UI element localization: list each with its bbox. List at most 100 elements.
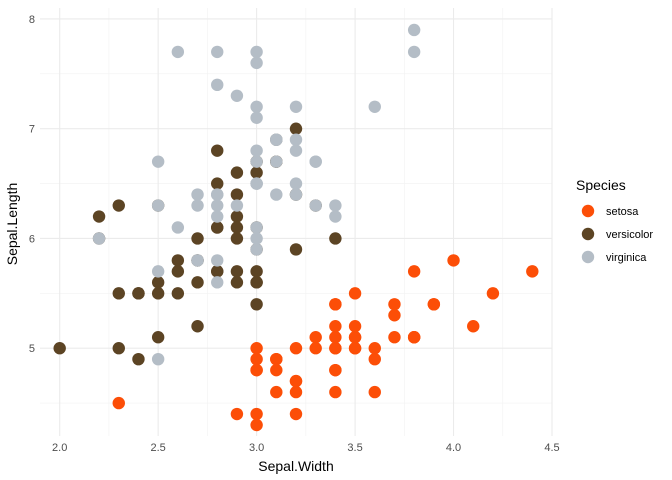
data-point-virginica (270, 133, 283, 146)
data-point-versicolor (289, 243, 303, 256)
data-point-setosa (329, 363, 342, 377)
data-point-virginica (270, 155, 283, 168)
data-point-setosa (348, 342, 362, 355)
data-point-virginica (250, 221, 263, 234)
data-point-setosa (348, 320, 362, 333)
data-point-virginica (151, 155, 165, 168)
data-point-setosa (250, 363, 263, 377)
data-point-virginica (92, 232, 106, 245)
data-point-setosa (329, 331, 342, 344)
legend-title: Species (576, 177, 626, 193)
data-point-virginica (211, 188, 224, 201)
data-point-versicolor (230, 265, 244, 278)
data-point-versicolor (250, 166, 263, 179)
data-point-virginica (211, 78, 224, 92)
data-point-virginica (329, 199, 342, 212)
data-point-setosa (289, 342, 303, 355)
data-point-versicolor (132, 287, 145, 300)
data-point-setosa (329, 298, 342, 311)
data-point-versicolor (211, 265, 224, 278)
data-point-setosa (270, 385, 283, 399)
data-point-virginica (329, 210, 342, 223)
data-points (53, 23, 539, 432)
data-point-virginica (191, 254, 204, 267)
y-tick-label: 6 (29, 233, 35, 245)
data-point-setosa (230, 407, 244, 421)
data-point-virginica (171, 221, 185, 234)
data-point-virginica (289, 177, 303, 190)
legend: Species setosa versicolor virginica (576, 177, 653, 264)
data-point-setosa (388, 309, 401, 322)
data-point-versicolor (151, 287, 165, 300)
data-point-virginica (407, 23, 421, 37)
data-point-versicolor (112, 199, 125, 212)
data-point-virginica (289, 144, 303, 157)
legend-items: setosa versicolor virginica (581, 204, 653, 264)
data-point-virginica (151, 352, 165, 366)
data-point-versicolor (191, 320, 204, 333)
data-point-versicolor (230, 210, 244, 223)
data-point-virginica (250, 155, 263, 168)
data-point-setosa (486, 287, 500, 300)
x-tick-label: 3.0 (249, 442, 264, 454)
y-tick-label: 8 (29, 14, 35, 26)
data-point-setosa (348, 331, 362, 344)
data-point-setosa (368, 352, 381, 366)
data-point-setosa (368, 385, 381, 399)
data-point-versicolor (53, 342, 66, 355)
data-point-virginica (151, 199, 165, 212)
data-point-virginica (191, 188, 204, 201)
data-point-virginica (211, 210, 224, 223)
data-point-virginica (309, 155, 322, 168)
data-point-versicolor (230, 221, 244, 234)
data-point-versicolor (92, 210, 106, 223)
data-point-setosa (467, 320, 480, 333)
data-point-virginica (250, 144, 263, 157)
data-point-setosa (289, 407, 303, 421)
data-point-versicolor (250, 265, 263, 278)
legend-label-setosa: setosa (606, 206, 639, 218)
data-point-virginica (250, 177, 263, 190)
data-point-virginica (250, 56, 263, 70)
data-point-versicolor (191, 276, 204, 289)
data-point-setosa (447, 254, 460, 267)
legend-key-setosa (581, 204, 595, 218)
data-point-setosa (427, 298, 441, 311)
data-point-setosa (112, 396, 125, 410)
data-point-setosa (407, 265, 421, 278)
data-point-virginica (191, 199, 204, 212)
data-point-versicolor (250, 276, 263, 289)
data-point-versicolor (230, 276, 244, 289)
data-point-virginica (289, 133, 303, 146)
data-point-setosa (250, 407, 263, 421)
data-point-virginica (151, 265, 165, 278)
data-point-virginica (250, 100, 263, 113)
x-tick-label: 3.5 (347, 442, 362, 454)
minor-grid (40, 8, 552, 436)
major-grid (40, 8, 553, 436)
data-point-virginica (289, 100, 303, 113)
data-point-setosa (250, 352, 263, 366)
data-point-setosa (289, 374, 303, 388)
data-point-virginica (211, 254, 224, 267)
data-point-setosa (309, 331, 322, 344)
data-point-virginica (250, 243, 263, 256)
data-point-virginica (211, 276, 224, 289)
legend-label-virginica: virginica (606, 252, 647, 264)
data-point-versicolor (211, 177, 224, 190)
data-point-versicolor (230, 166, 244, 179)
data-point-versicolor (329, 232, 342, 245)
data-point-setosa (250, 418, 263, 432)
data-point-versicolor (112, 342, 125, 355)
data-point-versicolor (112, 287, 125, 300)
legend-key-versicolor (581, 227, 595, 241)
data-point-virginica (407, 45, 421, 59)
data-point-setosa (329, 320, 342, 333)
data-point-setosa (348, 287, 362, 300)
x-axis-tick-labels: 2.0 2.5 3.0 3.5 4.0 4.5 (52, 442, 560, 454)
y-tick-label: 7 (29, 124, 35, 136)
data-point-versicolor (171, 287, 185, 300)
data-point-versicolor (171, 265, 185, 278)
x-tick-label: 2.5 (151, 442, 166, 454)
